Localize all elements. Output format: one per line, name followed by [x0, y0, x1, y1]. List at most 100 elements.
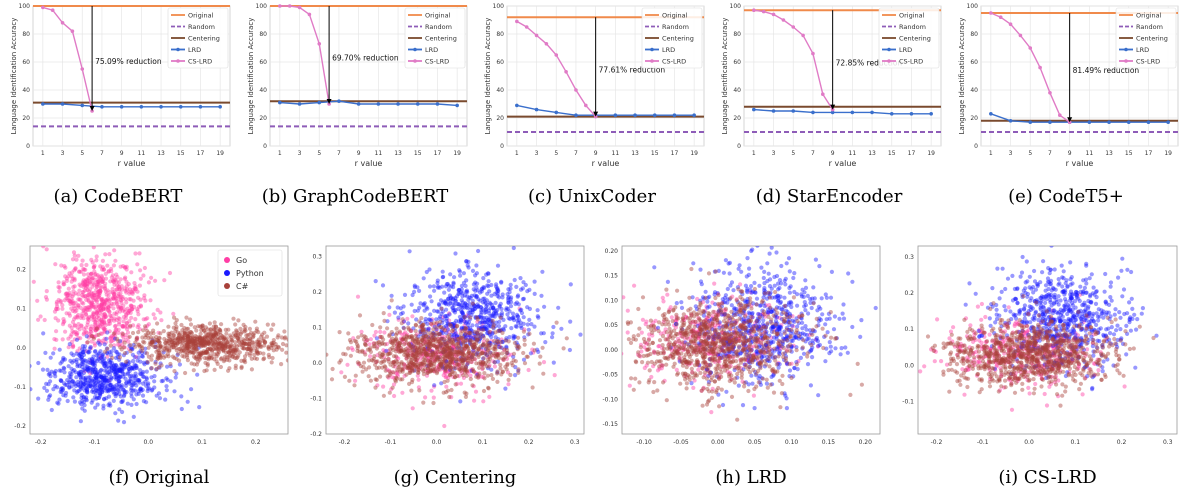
data-point-lrd — [534, 107, 539, 112]
data-point-lrd — [139, 105, 144, 109]
x-tick-label: 13 — [1105, 150, 1113, 157]
annotation-arrowhead — [830, 104, 836, 110]
series-go — [30, 246, 176, 383]
legend-marker-python — [224, 270, 230, 276]
y-tick-label: 0.2 — [16, 267, 26, 274]
scatter-points — [622, 246, 878, 422]
x-tick-label: 7 — [574, 150, 578, 157]
legend-marker-go — [224, 257, 230, 263]
data-point-cs-lrd — [574, 88, 578, 92]
data-point-cs-lrd — [1048, 91, 1052, 95]
data-point-cs-lrd — [830, 107, 835, 112]
legend-box — [1115, 7, 1177, 69]
legend-label-c#: C# — [236, 282, 249, 291]
x-tick-label: 15 — [177, 150, 185, 157]
legend-marker-lrd — [650, 47, 654, 52]
series-c# — [925, 294, 1156, 408]
x-tick-label: 0.3 — [1163, 439, 1173, 446]
x-tick-label: -0.1 — [385, 439, 397, 446]
data-point-cs-lrd — [327, 102, 331, 106]
y-tick-label: 0.3 — [904, 254, 914, 261]
x-tick-label: 1 — [989, 150, 993, 157]
scatter-original: -0.2 -0.1 0.0 0.1 0.2 -0.2 -0.1 0.0 0.1 0.2 Go Pyth… — [14, 245, 289, 488]
y-tick-label: -0.1 — [310, 396, 322, 403]
y-tick-label: 0.2 — [904, 290, 914, 297]
plot-area — [917, 245, 1178, 435]
figure-caption: (d) StarEncoder — [756, 186, 903, 207]
data-point-lrd — [989, 112, 993, 116]
series-line-lrd — [753, 108, 932, 115]
scatter-points — [326, 246, 583, 429]
legend-marker-lrd — [176, 47, 180, 52]
y-tick-label: 100 — [493, 3, 505, 10]
y-tick-label: 40 — [22, 87, 30, 94]
x-tick-label: 5 — [791, 150, 795, 157]
y-tick-label: 40 — [496, 87, 504, 94]
data-point-lrd — [376, 102, 381, 106]
x-tick-label: -0.2 — [35, 439, 47, 446]
x-tick-label: 13 — [631, 150, 639, 157]
x-tick-label: -0.05 — [673, 439, 689, 446]
x-tick-label: 9 — [594, 150, 598, 157]
legend-label-centering: Centering — [662, 35, 694, 43]
data-point-lrd — [337, 99, 341, 103]
data-point-cs-lrd — [801, 33, 805, 38]
annotation-arrowhead — [89, 106, 95, 111]
x-tick-label: 11 — [849, 150, 857, 157]
data-point-cs-lrd — [989, 11, 993, 15]
data-point-lrd — [929, 112, 933, 116]
x-axis-label: r value — [1066, 159, 1094, 168]
figure-caption: (e) CodeT5+ — [1008, 186, 1124, 207]
y-tick-label: -0.1 — [902, 398, 914, 405]
legend-label-original: Original — [662, 12, 688, 20]
data-point-cs-lrd — [287, 4, 292, 8]
data-point-cs-lrd — [1058, 113, 1062, 117]
data-point-lrd — [435, 102, 440, 106]
figure-caption: (c) UnixCoder — [528, 186, 656, 207]
x-tick-label: 3 — [1009, 150, 1013, 157]
data-point-cs-lrd — [554, 53, 559, 57]
y-tick-label: 0 — [737, 143, 741, 150]
y-tick-label: 20 — [970, 115, 978, 122]
series-go — [918, 292, 1127, 412]
legend-marker-lrd — [1124, 47, 1128, 52]
x-tick-label: 0.2 — [1117, 439, 1127, 446]
data-point-cs-lrd — [584, 103, 588, 108]
legend-label-centering: Centering — [899, 35, 931, 43]
legend-label-go: Go — [236, 256, 247, 265]
y-tick-label: 80 — [970, 31, 978, 38]
annotation-label: 72.85% reduction — [836, 59, 903, 68]
data-point-lrd — [1107, 120, 1111, 124]
data-point-lrd — [771, 109, 776, 113]
series-line-lrd — [516, 104, 695, 116]
legend-label-original: Original — [899, 12, 925, 20]
y-tick-label: 60 — [970, 59, 978, 66]
figure-caption: (b) GraphCodeBERT — [262, 186, 449, 207]
series-line-lrd — [279, 100, 458, 107]
legend-marker-cs-lrd — [1124, 59, 1128, 63]
y-tick-label: 0.05 — [605, 322, 619, 329]
y-tick-label: 0.1 — [16, 306, 26, 313]
y-tick-label: 60 — [733, 59, 741, 66]
y-tick-label: -0.2 — [14, 423, 26, 430]
y-tick-label: 0.0 — [16, 345, 26, 352]
data-point-lrd — [317, 100, 322, 105]
figure-caption: (h) LRD — [715, 467, 786, 488]
data-point-cs-lrd — [297, 5, 302, 10]
y-tick-label: -0.1 — [14, 384, 26, 391]
data-point-lrd — [830, 110, 835, 115]
x-tick-label: 3 — [535, 150, 539, 157]
y-tick-label: -0.05 — [602, 372, 618, 379]
y-tick-label: 20 — [496, 115, 504, 122]
x-tick-label: 0.0 — [1024, 439, 1034, 446]
legend-marker-c# — [224, 283, 230, 289]
legend-box — [878, 7, 940, 69]
scatter-cs-lrd: -0.2 -0.1 0.0 0.1 0.2 0.3 -0.1 0.0 0.1 0.2 0.3 (i) … — [902, 245, 1178, 488]
legend-marker-lrd — [887, 47, 891, 52]
data-point-cs-lrd — [1028, 46, 1033, 50]
x-tick-label: 0.00 — [711, 439, 725, 446]
data-point-lrd — [870, 110, 874, 115]
data-point-cs-lrd — [50, 8, 55, 12]
